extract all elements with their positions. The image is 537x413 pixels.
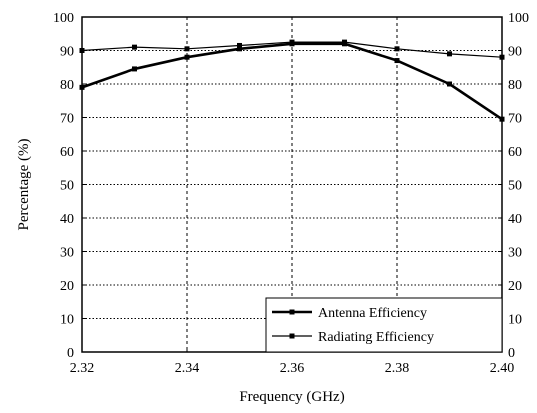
right-y-tick-label: 0 bbox=[508, 346, 515, 361]
y-tick-label: 0 bbox=[67, 346, 74, 361]
data-point bbox=[79, 84, 85, 90]
data-point bbox=[289, 39, 295, 45]
legend-swatch-marker bbox=[289, 333, 295, 339]
x-tick-label: 2.34 bbox=[175, 361, 200, 376]
y-tick-label: 90 bbox=[60, 45, 74, 60]
legend-item: Antenna Efficiency bbox=[272, 306, 427, 321]
data-point bbox=[237, 46, 242, 52]
data-point bbox=[184, 54, 190, 60]
data-point bbox=[237, 42, 242, 48]
y-tick-label: 100 bbox=[53, 11, 74, 26]
right-y-tick-label: 20 bbox=[508, 279, 522, 294]
x-tick-label: 2.36 bbox=[280, 361, 305, 376]
y-tick-label: 70 bbox=[60, 112, 74, 127]
x-tick-label: 2.40 bbox=[490, 361, 515, 376]
y-tick-label: 20 bbox=[60, 279, 74, 294]
data-point bbox=[394, 46, 400, 52]
legend: Antenna Efficiency Radiating Efficiency bbox=[265, 297, 503, 353]
axis-ticks: 0 0 10 10 20 20 30 30 40 40 50 50 60 60 70 70 80 80 90 90 10… bbox=[53, 11, 529, 376]
grid-lines bbox=[82, 17, 502, 352]
data-point bbox=[499, 54, 505, 60]
right-y-tick-label: 10 bbox=[508, 313, 522, 328]
legend-item: Radiating Efficiency bbox=[272, 330, 434, 345]
right-y-tick-label: 70 bbox=[508, 112, 522, 127]
right-y-tick-label: 90 bbox=[508, 45, 522, 60]
data-point bbox=[447, 81, 452, 87]
right-y-tick-label: 60 bbox=[508, 145, 522, 160]
legend-box bbox=[265, 297, 503, 353]
y-tick-label: 80 bbox=[60, 78, 74, 93]
y-tick-label: 60 bbox=[60, 145, 74, 160]
data-point bbox=[132, 44, 137, 50]
data-point bbox=[342, 39, 347, 45]
series-radiating-efficiency bbox=[79, 39, 505, 60]
right-y-tick-label: 40 bbox=[508, 212, 522, 227]
y-tick-label: 40 bbox=[60, 212, 74, 227]
right-y-tick-label: 50 bbox=[508, 179, 522, 194]
legend-swatch-marker bbox=[289, 309, 295, 315]
x-tick-label: 2.38 bbox=[385, 361, 410, 376]
y-tick-label: 50 bbox=[60, 179, 74, 194]
data-point bbox=[79, 48, 85, 53]
data-point bbox=[499, 116, 505, 122]
right-y-tick-label: 100 bbox=[508, 11, 529, 26]
y-tick-label: 10 bbox=[60, 313, 74, 328]
y-axis-title: Percentage (%) bbox=[16, 138, 32, 230]
right-y-tick-label: 80 bbox=[508, 78, 522, 93]
y-tick-label: 30 bbox=[60, 246, 74, 261]
x-tick-label: 2.32 bbox=[70, 361, 95, 376]
series-lines bbox=[79, 39, 505, 122]
x-axis-title: Frequency (GHz) bbox=[239, 389, 344, 405]
data-point bbox=[394, 58, 400, 64]
data-point bbox=[447, 51, 452, 57]
legend-label: Radiating Efficiency bbox=[318, 330, 434, 345]
legend-label: Antenna Efficiency bbox=[318, 306, 427, 321]
data-point bbox=[132, 66, 137, 72]
data-point bbox=[184, 46, 190, 52]
right-y-tick-label: 30 bbox=[508, 246, 522, 261]
